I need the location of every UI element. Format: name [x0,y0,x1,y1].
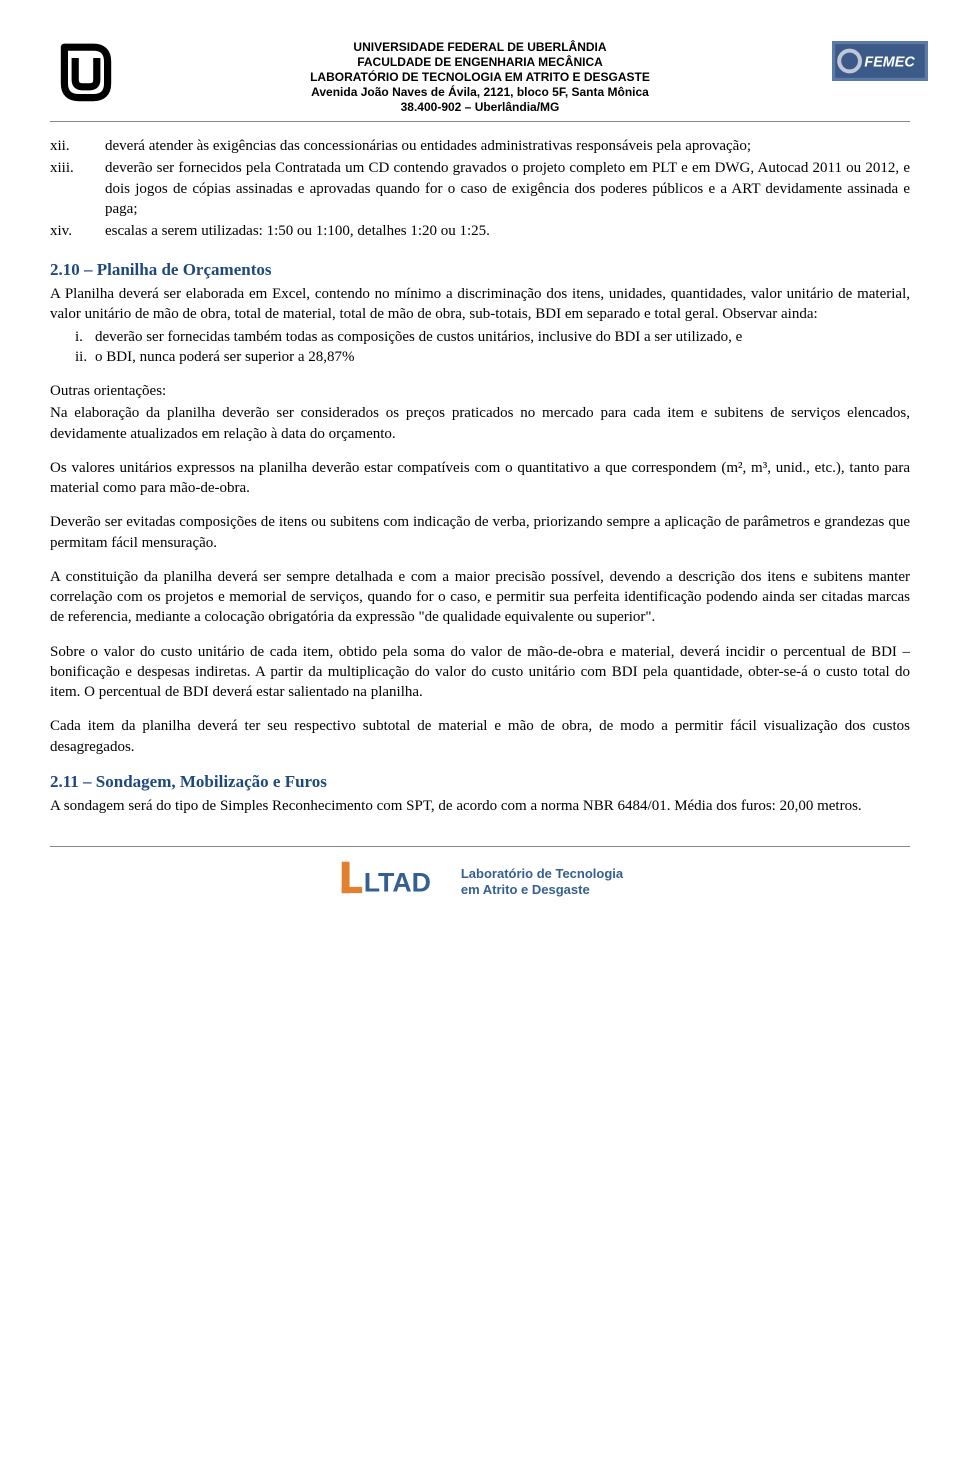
list-item: ii. o BDI, nunca poderá ser superior a 2… [50,347,910,367]
header-text: UNIVERSIDADE FEDERAL DE UBERLÂNDIA FACUL… [128,40,832,115]
ltad-logo: LTAD [337,857,447,907]
item-number: xiv. [50,221,105,241]
paragraph: Os valores unitários expressos na planil… [50,458,910,499]
item-text: deverão ser fornecidos pela Contratada u… [105,158,910,219]
ufu-logo [50,40,128,112]
item-text: deverão ser fornecidas também todas as c… [95,327,910,347]
header-line: LABORATÓRIO DE TECNOLOGIA EM ATRITO E DE… [136,70,824,85]
page-footer: LTAD Laboratório de Tecnologia em Atrito… [50,846,910,907]
section-211-body: A sondagem será do tipo de Simples Recon… [50,796,910,816]
paragraph: Sobre o valor do custo unitário de cada … [50,642,910,703]
sub-list-210: i. deverão ser fornecidas também todas a… [50,327,910,368]
section-210-intro: A Planilha deverá ser elaborada em Excel… [50,284,910,325]
femec-logo: FEMEC [832,40,910,82]
list-item: xiii. deverão ser fornecidos pela Contra… [50,158,910,219]
footer-line: em Atrito e Desgaste [461,882,623,898]
item-text: o BDI, nunca poderá ser superior a 28,87… [95,347,910,367]
roman-list: xii. deverá atender às exigências das co… [50,136,910,241]
page-header: UNIVERSIDADE FEDERAL DE UBERLÂNDIA FACUL… [50,40,910,122]
footer-line: Laboratório de Tecnologia [461,866,623,882]
paragraph: A constituição da planilha deverá ser se… [50,567,910,628]
footer-text: Laboratório de Tecnologia em Atrito e De… [461,866,623,899]
header-line: FACULDADE DE ENGENHARIA MECÂNICA [136,55,824,70]
section-title-211: 2.11 – Sondagem, Mobilização e Furos [50,771,910,794]
svg-text:FEMEC: FEMEC [864,55,915,71]
item-number: xiii. [50,158,105,219]
item-number: i. [50,327,95,347]
svg-text:LTAD: LTAD [364,868,431,898]
header-line: UNIVERSIDADE FEDERAL DE UBERLÂNDIA [136,40,824,55]
header-line: Avenida João Naves de Ávila, 2121, bloco… [136,85,824,100]
paragraph: Cada item da planilha deverá ter seu res… [50,716,910,757]
paragraph: Deverão ser evitadas composições de iten… [50,512,910,553]
outras-label: Outras orientações: [50,381,910,401]
item-text: deverá atender às exigências das concess… [105,136,910,156]
list-item: xiv. escalas a serem utilizadas: 1:50 ou… [50,221,910,241]
paragraph: Na elaboração da planilha deverão ser co… [50,403,910,444]
item-number: ii. [50,347,95,367]
section-title-210: 2.10 – Planilha de Orçamentos [50,259,910,282]
header-line: 38.400-902 – Uberlândia/MG [136,100,824,115]
item-number: xii. [50,136,105,156]
item-text: escalas a serem utilizadas: 1:50 ou 1:10… [105,221,910,241]
list-item: i. deverão ser fornecidas também todas a… [50,327,910,347]
list-item: xii. deverá atender às exigências das co… [50,136,910,156]
